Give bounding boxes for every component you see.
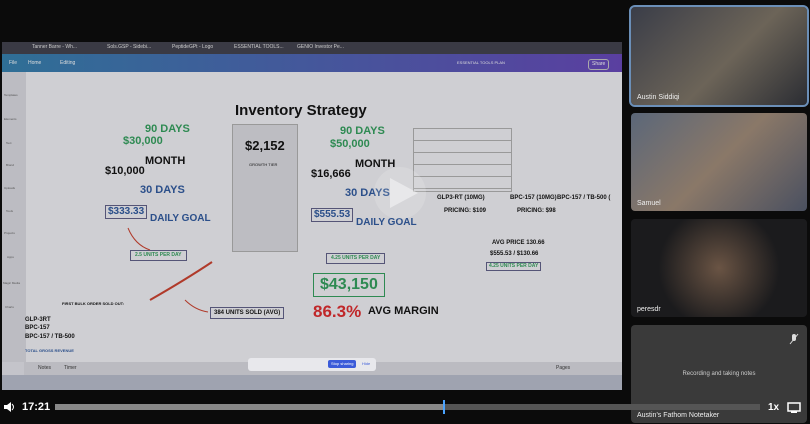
participant-tile: Austin Siddiqi bbox=[629, 5, 809, 107]
amount: $16,666 bbox=[311, 168, 351, 180]
units-badge: 4.25 UNITS PER DAY bbox=[486, 262, 542, 271]
product-pricing: PRICING: $98 bbox=[517, 208, 556, 214]
sidebar: Templates Elements Text Brand Uploads To… bbox=[2, 72, 26, 362]
amount: $50,000 bbox=[330, 138, 370, 150]
small-table bbox=[413, 128, 512, 192]
footer-button[interactable]: Pages bbox=[556, 365, 571, 371]
sidebar-item[interactable]: Text bbox=[6, 141, 12, 145]
label: AVG MARGIN bbox=[368, 305, 439, 317]
status: Recording and taking notes bbox=[682, 371, 756, 377]
label: GROWTH TIER bbox=[249, 162, 278, 167]
label: DAILY GOAL bbox=[356, 217, 417, 228]
amount: $30,000 bbox=[123, 135, 163, 147]
share-bar: Stop sharing Hide bbox=[248, 358, 376, 371]
mic-off-icon bbox=[789, 333, 799, 345]
bulk-heading: FIRST BULK ORDER SOLD OUT: bbox=[62, 301, 124, 306]
sidebar-item[interactable]: Charts bbox=[5, 305, 14, 309]
daily-amount: $333.33 bbox=[105, 205, 148, 219]
tab[interactable]: Sols.GSP - Sidebi... bbox=[107, 44, 152, 50]
growth-box: $2,152 GROWTH TIER bbox=[232, 124, 298, 252]
volume-button[interactable] bbox=[3, 401, 15, 413]
annotations bbox=[127, 178, 418, 313]
slide-title: Inventory Strategy bbox=[235, 102, 367, 119]
hide-button[interactable]: Hide bbox=[362, 361, 371, 366]
label: DAILY GOAL bbox=[150, 213, 211, 224]
label: MONTH bbox=[355, 158, 396, 170]
tab[interactable]: ESSENTIAL TOOLS... bbox=[234, 44, 284, 50]
footer-button[interactable]: Notes bbox=[38, 365, 52, 371]
avg-calc: $555.53 / $130.66 bbox=[490, 251, 539, 257]
shared-screen: Tanner Barre - Wh... Sols.GSP - Sidebi..… bbox=[2, 42, 622, 390]
stop-sharing[interactable]: Stop sharing bbox=[328, 360, 357, 368]
label: 30 DAYS bbox=[345, 187, 390, 199]
participant-name: Samuel bbox=[637, 200, 661, 207]
product-name: GLP3-RT (10MG) bbox=[437, 195, 485, 201]
amount: $2,152 bbox=[245, 138, 285, 153]
sidebar-item[interactable]: Brand bbox=[6, 163, 15, 167]
label: MONTH bbox=[145, 155, 186, 167]
product-name: BPC-157 / TB-500 ( bbox=[557, 195, 611, 201]
tab[interactable]: PeptideGPt - Logo bbox=[172, 44, 214, 50]
tab-bar: Tanner Barre - Wh... Sols.GSP - Sidebi..… bbox=[2, 42, 622, 54]
progress-played bbox=[55, 404, 444, 410]
bulk-row: BPC-157 bbox=[25, 325, 50, 331]
menu[interactable]: File bbox=[9, 60, 18, 66]
bulk-row: BPC-157 / TB-500 bbox=[25, 334, 75, 340]
current-time: 17:21 bbox=[22, 401, 51, 413]
bulk-row: GLP-3RT bbox=[25, 317, 51, 323]
label: 90 DAYS bbox=[340, 125, 385, 137]
daily-amount: $555.53 bbox=[311, 208, 354, 222]
revenue: $43,150 bbox=[313, 273, 385, 297]
participant-name: Austin Siddiqi bbox=[637, 94, 680, 101]
tab[interactable]: GENIO Investor Pe... bbox=[297, 44, 344, 50]
product-name: BPC-157 (10MG) bbox=[510, 195, 557, 201]
sidebar-item[interactable]: Elements bbox=[4, 117, 17, 121]
speed-button[interactable]: 1x bbox=[768, 402, 780, 413]
avg-price: AVG PRICE 130.66 bbox=[492, 240, 545, 246]
units-badge: 2.5 UNITS PER DAY bbox=[130, 250, 187, 261]
amount: $10,000 bbox=[105, 165, 145, 177]
product-pricing: PRICING: $109 bbox=[444, 208, 487, 214]
share-button[interactable]: Share bbox=[588, 59, 610, 70]
sidebar-item[interactable]: Templates bbox=[4, 93, 18, 97]
label: 90 DAYS bbox=[145, 123, 190, 135]
editor-toolbar: File Home Editing ESSENTIAL TOOLS PLAN S… bbox=[2, 54, 622, 72]
footer-button[interactable]: Timer bbox=[64, 365, 77, 371]
bulk-total: TOTAL GROSS REVENUE bbox=[25, 348, 74, 353]
sidebar-item[interactable]: Apps bbox=[7, 255, 14, 259]
menu[interactable]: Home bbox=[28, 60, 42, 66]
menu[interactable]: Editing bbox=[60, 60, 76, 66]
sidebar-item[interactable]: Projects bbox=[4, 231, 15, 235]
taskbar bbox=[2, 375, 622, 390]
label: 30 DAYS bbox=[140, 184, 185, 196]
participant-tile: peresdr bbox=[631, 219, 807, 317]
tab[interactable]: Tanner Barre - Wh... bbox=[32, 44, 78, 50]
doc-title: ESSENTIAL TOOLS PLAN bbox=[457, 60, 505, 65]
margin: 86.3% bbox=[313, 302, 362, 321]
progress-handle[interactable] bbox=[443, 400, 445, 414]
participant-name: Austin's Fathom Notetaker bbox=[637, 412, 720, 419]
sidebar-item[interactable]: Tools bbox=[6, 209, 14, 213]
slide-canvas bbox=[26, 72, 622, 362]
sidebar-item[interactable]: Uploads bbox=[4, 186, 16, 190]
participant-tile: Samuel bbox=[631, 113, 807, 211]
units-sold: 384 UNITS SOLD (AVG) bbox=[210, 307, 285, 319]
sidebar-item[interactable]: Magic Media bbox=[3, 281, 21, 285]
units-badge: 4.25 UNITS PER DAY bbox=[326, 253, 386, 264]
fullscreen-button[interactable] bbox=[787, 402, 801, 413]
participant-name: peresdr bbox=[637, 306, 661, 313]
